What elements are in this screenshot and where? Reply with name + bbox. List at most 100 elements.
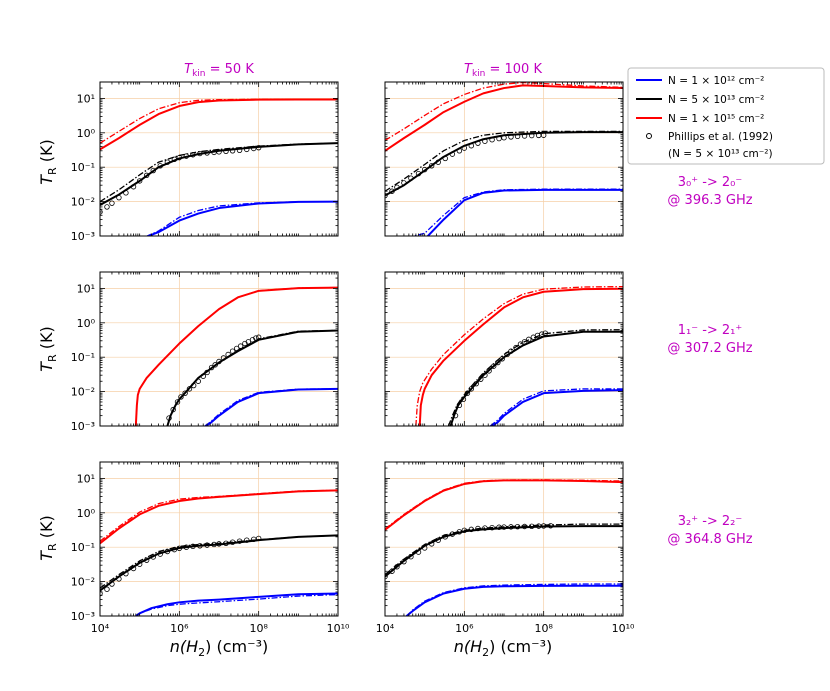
x-tick-label: 10¹⁰ <box>327 622 350 635</box>
panel-r2-c1: 10⁴ 10⁶ 10⁸ 10¹⁰ <box>376 461 635 635</box>
observation-point <box>182 390 188 396</box>
observation-point <box>123 190 129 196</box>
observation-point <box>508 348 514 354</box>
legend-box <box>627 67 825 165</box>
observation-point <box>401 558 407 565</box>
observation-point <box>157 163 163 169</box>
observation-point <box>195 378 201 384</box>
observation-point <box>229 539 236 545</box>
observation-point <box>174 399 181 405</box>
series-line-N=1e12-solid <box>405 584 623 616</box>
observation-point <box>540 523 547 529</box>
observation-point <box>190 543 196 550</box>
observation-point <box>521 133 528 139</box>
series-line-N=5e13-dashdot <box>385 130 623 192</box>
x-tick-label: 10⁴ <box>376 622 395 635</box>
observation-point <box>157 551 163 557</box>
observation-point <box>514 523 521 530</box>
observation-point <box>186 386 193 392</box>
series-line-N=5e13-dashdot <box>166 329 338 426</box>
legend-swatch-observation <box>646 133 652 139</box>
series-line-N=1e12-dashdot <box>406 583 623 616</box>
observation-point <box>255 535 262 542</box>
observation-point <box>547 523 554 529</box>
observation-point <box>178 394 184 400</box>
legend-label-red: N = 1 × 10¹⁵ cm⁻² <box>668 113 764 125</box>
series-line-N=1e15-solid <box>385 84 623 152</box>
observation-point <box>475 140 481 146</box>
observation-point <box>204 542 210 548</box>
observation-point <box>197 150 203 157</box>
series-line-N=1e12-dashdot <box>411 188 623 236</box>
observation-point <box>211 149 217 156</box>
panel-frame <box>99 81 339 237</box>
observation-point <box>225 351 231 358</box>
observation-point <box>461 527 468 533</box>
series-line-N=5e13-solid <box>166 329 338 426</box>
observation-point <box>116 194 122 201</box>
observation-point <box>143 557 150 563</box>
observation-point <box>190 152 196 158</box>
observation-point <box>130 184 137 190</box>
observation-point <box>123 570 129 577</box>
y-tick-label: 10⁰ <box>77 507 96 520</box>
row-label-0-line2: @ 396.3 GHz <box>667 193 752 208</box>
y-tick-label: 10⁻¹ <box>71 541 95 554</box>
plot-area <box>385 479 623 616</box>
observation-point <box>442 155 448 162</box>
observation-point <box>104 586 110 592</box>
observation-point <box>529 523 535 530</box>
observation-point <box>389 188 395 194</box>
observation-point <box>428 163 435 169</box>
observation-point <box>183 153 190 159</box>
series-line-N=5e13-solid <box>385 131 623 197</box>
panel-frame <box>384 81 624 237</box>
plot-area <box>415 285 623 426</box>
x-tick-label: 10⁶ <box>170 622 189 635</box>
y-axis-title-row1: TR (K) <box>37 326 59 372</box>
observation-point <box>486 368 492 374</box>
y-tick-label: 10¹ <box>77 282 95 295</box>
observation-point <box>197 543 203 549</box>
row-labels: 3₀⁺ -> 2₀⁻ @ 396.3 GHz 1₁⁻ -> 2₁⁺ @ 307.… <box>667 175 752 547</box>
observation-point <box>116 576 122 582</box>
observation-point <box>456 529 463 535</box>
panel-r1-c1 <box>384 271 624 427</box>
series-line-N=5e13-dashdot <box>100 142 338 203</box>
plot-area <box>100 489 338 616</box>
observation-point <box>176 154 183 161</box>
series-line-N=1e15-solid <box>418 287 623 426</box>
observation-point <box>394 184 400 191</box>
observation-point <box>496 135 502 142</box>
legend-label-blue: N = 1 × 10¹² cm⁻² <box>668 75 764 87</box>
series-line-N=5e13-solid <box>100 142 338 206</box>
y-tick-label: 10¹ <box>77 92 95 105</box>
observation-point <box>208 364 215 371</box>
observation-point <box>204 369 210 376</box>
observation-point <box>229 148 236 154</box>
y-tick-label: 10⁻² <box>71 576 95 589</box>
observation-point <box>468 526 475 533</box>
series-line-N=1e12-dashdot <box>489 388 623 426</box>
y-tick-label: 10⁻¹ <box>71 161 95 174</box>
observation-point <box>171 546 178 553</box>
observation-point <box>200 373 206 379</box>
observation-point <box>521 339 528 345</box>
observation-point <box>415 549 422 555</box>
observation-point <box>501 524 507 530</box>
observation-point <box>216 541 222 547</box>
observation-point <box>216 358 222 365</box>
observation-point <box>452 412 459 419</box>
observation-point <box>216 149 222 155</box>
panel-frame <box>99 271 339 427</box>
observation-point <box>491 363 497 369</box>
observation-point <box>475 525 481 532</box>
series-line-N=1e15-solid <box>100 98 338 151</box>
series-line-N=1e15-solid <box>134 286 338 426</box>
x-tick-label: 10⁶ <box>455 622 474 635</box>
observation-point <box>166 415 172 421</box>
plot-area <box>385 82 623 236</box>
panel-r1-c0: 10⁻³ 10⁻² 10⁻¹ 10⁰ 10¹ <box>71 271 339 433</box>
observation-point <box>428 541 435 547</box>
x-axis-title-col0: n(H2) (cm⁻³) <box>170 637 268 659</box>
